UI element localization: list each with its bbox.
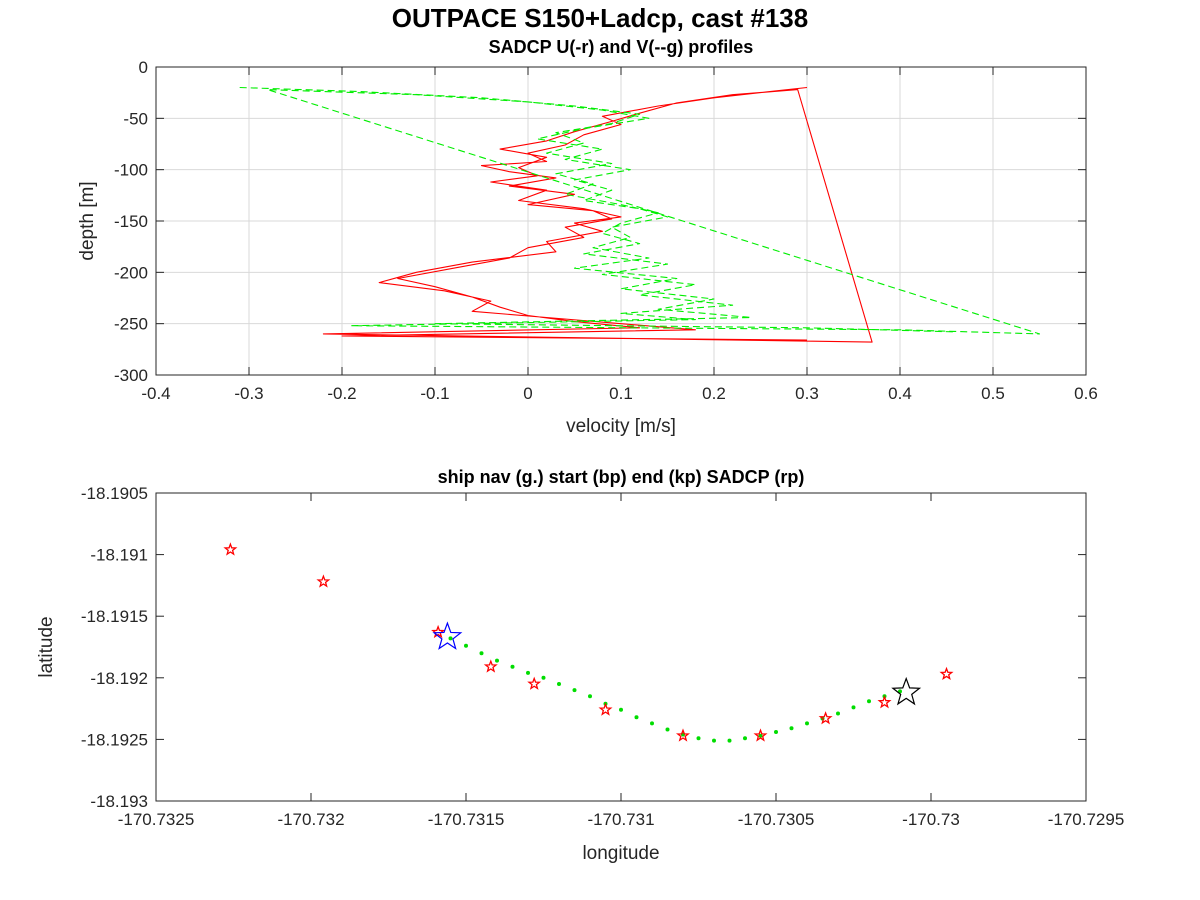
nav-point <box>696 736 701 741</box>
x-tick-label: -0.1 <box>420 384 449 403</box>
nav-point <box>634 715 639 720</box>
nav-point <box>789 726 794 731</box>
x-tick-label: -170.7325 <box>118 810 195 829</box>
y-tick-label: -18.193 <box>90 792 148 811</box>
nav-point <box>851 705 856 710</box>
velocity-chart-series <box>239 86 1041 343</box>
latitude-y-label: latitude <box>36 616 57 677</box>
nav-point <box>495 658 499 663</box>
x-tick-label: -170.731 <box>587 810 654 829</box>
nav-chart-series <box>223 542 954 743</box>
longitude-x-label: longitude <box>582 843 659 864</box>
nav-point <box>619 707 623 712</box>
sadcp-star-marker <box>818 711 833 725</box>
sadcp-star-marker <box>877 695 892 709</box>
nav-point <box>805 721 809 726</box>
velocity-chart-title: SADCP U(-r) and V(--g) profiles <box>489 37 754 57</box>
x-tick-label: -170.7315 <box>428 810 505 829</box>
velocity-x-axis: -0.4 -0.3 -0.2 -0.1 0 0.1 0.2 0.3 0.4 0.5 0.6 <box>141 67 1098 403</box>
x-tick-label: 0.3 <box>795 384 819 403</box>
y-tick-label: -18.1905 <box>81 484 148 503</box>
nav-point <box>867 699 871 704</box>
sadcp-star-marker <box>431 624 446 639</box>
x-tick-label: 0.1 <box>609 384 633 403</box>
x-tick-label: -170.732 <box>277 810 344 829</box>
sadcp-star-marker <box>753 728 768 742</box>
start-star-marker <box>432 621 463 650</box>
sadcp-star-marker <box>939 666 954 681</box>
x-tick-label: -0.2 <box>327 384 356 403</box>
nav-point <box>836 711 840 716</box>
u-velocity-series <box>322 86 873 343</box>
end-star-marker <box>891 676 922 706</box>
nav-point <box>774 730 778 734</box>
nav-point <box>572 688 577 693</box>
nav-chart-title: ship nav (g.) start (bp) end (kp) SADCP … <box>438 467 805 487</box>
y-tick-label: -300 <box>114 366 148 385</box>
x-tick-label: -0.3 <box>234 384 263 403</box>
x-tick-label: 0.4 <box>888 384 912 403</box>
y-tick-label: -150 <box>114 212 148 231</box>
sadcp-star-marker <box>316 574 331 588</box>
x-tick-label: -0.4 <box>141 384 170 403</box>
nav-point <box>712 738 716 743</box>
nav-point <box>557 682 561 686</box>
depth-y-axis: 0 -50 -100 -150 -200 -250 -300 <box>114 58 1086 385</box>
nav-point <box>665 727 670 732</box>
y-tick-label: -18.1925 <box>81 730 148 749</box>
sadcp-star-marker <box>483 659 498 673</box>
sadcp-star-marker <box>598 702 613 716</box>
v-velocity-series <box>239 86 1041 335</box>
nav-point <box>479 651 484 656</box>
nav-point <box>448 636 453 641</box>
x-tick-label: 0.5 <box>981 384 1005 403</box>
nav-point <box>588 694 592 699</box>
y-tick-label: 0 <box>139 58 148 77</box>
x-tick-label: -170.73 <box>902 810 960 829</box>
figure-title: OUTPACE S150+Ladcp, cast #138 <box>392 3 808 33</box>
y-tick-label: -200 <box>114 263 148 282</box>
velocity-x-label: velocity [m/s] <box>566 416 676 437</box>
nav-point <box>727 738 732 743</box>
y-tick-label: -18.191 <box>90 546 148 565</box>
nav-chart-frame <box>155 492 1087 802</box>
nav-point <box>541 675 546 680</box>
y-tick-label: -18.192 <box>90 669 148 688</box>
longitude-x-axis: -170.7325 -170.732 -170.7315 -170.731 -170.7… <box>118 493 1125 829</box>
sadcp-star-marker <box>675 728 691 742</box>
ship-nav-chart: ship nav (g.) start (bp) end (kp) SADCP … <box>36 467 1124 864</box>
velocity-profile-chart: SADCP U(-r) and V(--g) profiles -0.4 -0.3… <box>77 37 1098 437</box>
nav-point <box>743 736 747 741</box>
depth-y-label: depth [m] <box>77 181 98 260</box>
sadcp-star-marker <box>223 542 238 556</box>
nav-point <box>526 670 530 675</box>
nav-point <box>650 721 654 726</box>
x-tick-label: 0.6 <box>1074 384 1098 403</box>
x-tick-label: -170.7305 <box>738 810 815 829</box>
nav-point <box>758 733 763 738</box>
x-tick-label: 0 <box>523 384 532 403</box>
latitude-y-axis: -18.1905 -18.191 -18.1915 -18.192 -18.1925 -1… <box>81 484 1086 811</box>
sadcp-star-marker <box>527 676 542 690</box>
nav-point <box>464 643 468 648</box>
nav-point <box>510 664 515 669</box>
y-tick-label: -250 <box>114 315 148 334</box>
x-tick-label: -170.7295 <box>1048 810 1125 829</box>
y-tick-label: -18.1915 <box>81 607 148 626</box>
y-tick-label: -100 <box>114 161 148 180</box>
y-tick-label: -50 <box>123 109 148 128</box>
x-tick-label: 0.2 <box>702 384 726 403</box>
